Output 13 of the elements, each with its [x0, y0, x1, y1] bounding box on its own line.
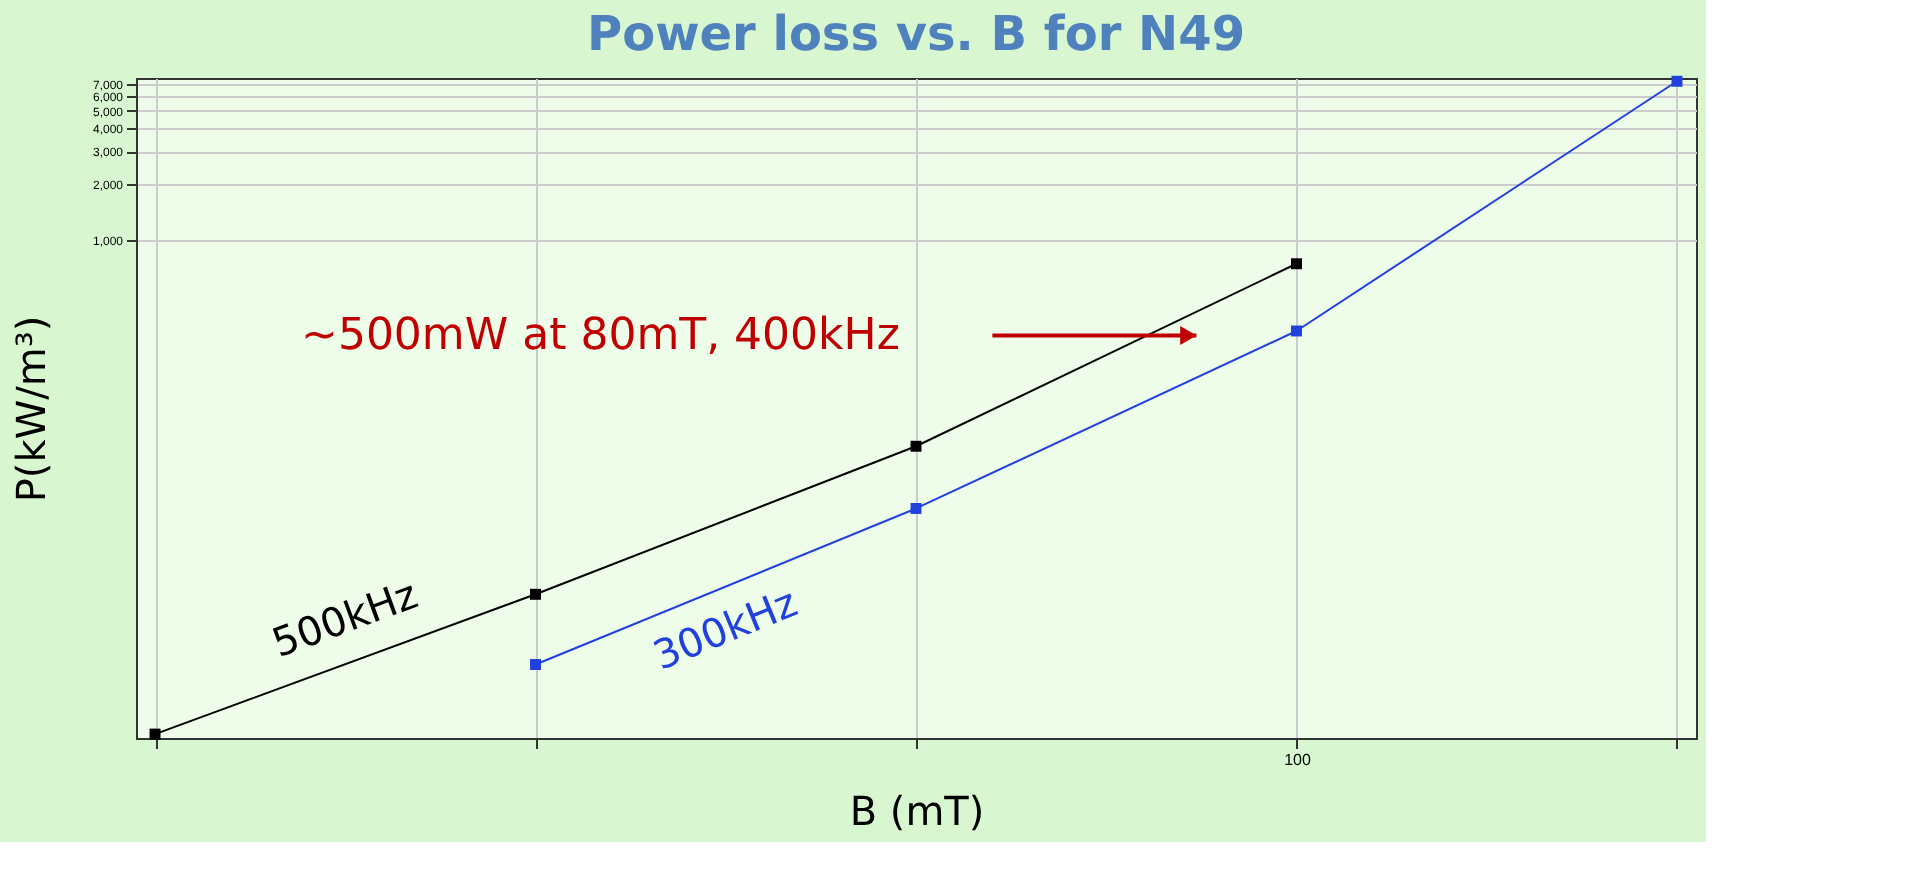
- point: [1671, 75, 1683, 87]
- point: [910, 502, 922, 514]
- point: [149, 728, 161, 740]
- chart-title: Power loss vs. B for N49: [586, 5, 1246, 62]
- point: [1291, 325, 1302, 337]
- x-tick-label: 100: [1284, 751, 1312, 769]
- point: [910, 440, 922, 452]
- y-axis-title: P(kW/m³): [6, 315, 55, 503]
- point: [530, 659, 541, 670]
- annotation: ~500mW at 80mT, 400kHz: [301, 311, 900, 362]
- point: [1291, 258, 1302, 270]
- x-axis-title: B (mT): [849, 787, 985, 835]
- point: [530, 588, 541, 600]
